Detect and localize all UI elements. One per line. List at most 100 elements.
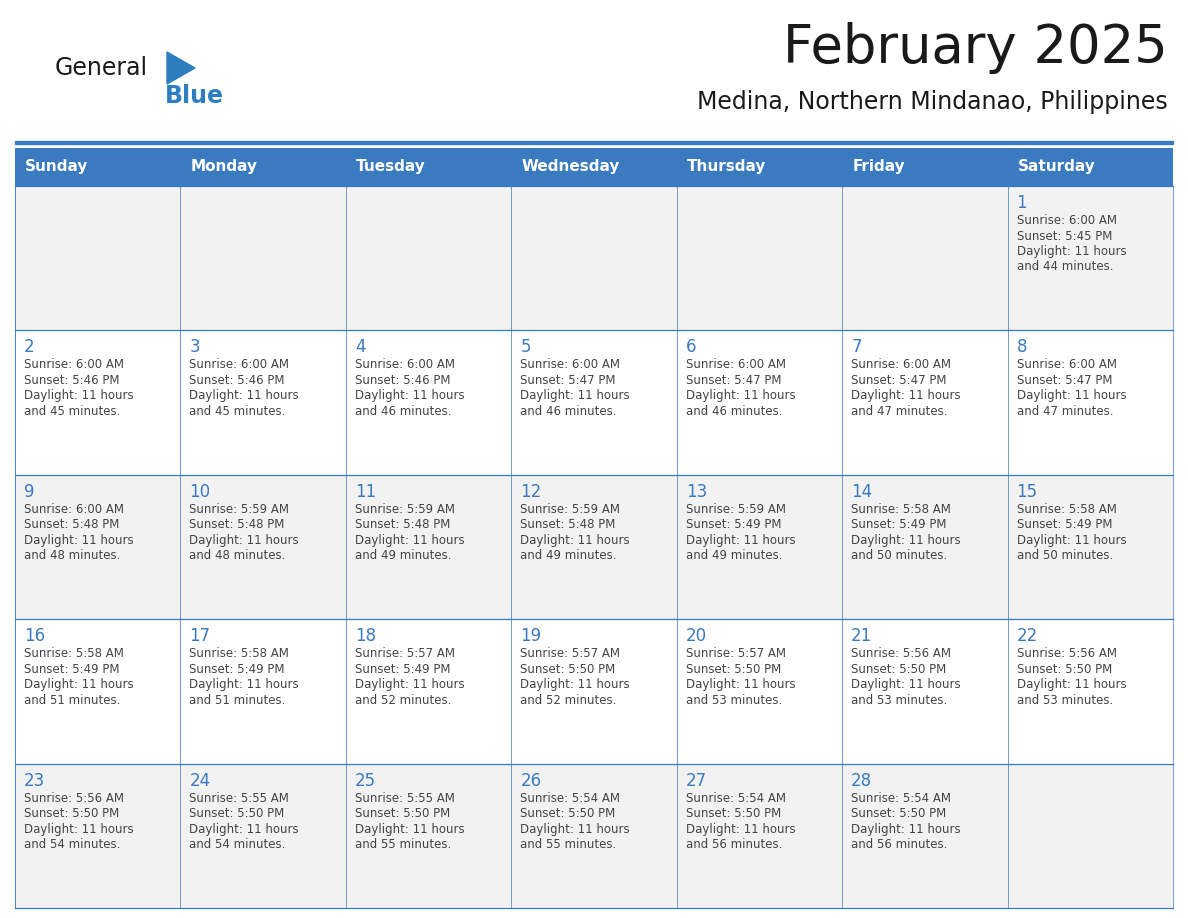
Text: 27: 27	[685, 772, 707, 789]
Text: 11: 11	[355, 483, 377, 501]
Text: Sunset: 5:49 PM: Sunset: 5:49 PM	[685, 519, 782, 532]
Bar	[1007, 186, 1173, 330]
Text: Sunrise: 6:00 AM: Sunrise: 6:00 AM	[520, 358, 620, 372]
Text: Sunset: 5:46 PM: Sunset: 5:46 PM	[355, 374, 450, 386]
Text: Daylight: 11 hours: Daylight: 11 hours	[355, 823, 465, 835]
Bar	[677, 148, 842, 186]
Text: Daylight: 11 hours: Daylight: 11 hours	[189, 678, 299, 691]
Text: 19: 19	[520, 627, 542, 645]
Text: Daylight: 11 hours: Daylight: 11 hours	[189, 823, 299, 835]
Text: Sunrise: 6:00 AM: Sunrise: 6:00 AM	[1017, 214, 1117, 227]
Text: 25: 25	[355, 772, 375, 789]
Bar	[15, 141, 1173, 144]
Text: Sunrise: 5:58 AM: Sunrise: 5:58 AM	[24, 647, 124, 660]
Text: and 53 minutes.: and 53 minutes.	[685, 694, 782, 707]
Text: Daylight: 11 hours: Daylight: 11 hours	[520, 389, 630, 402]
Text: Daylight: 11 hours: Daylight: 11 hours	[189, 533, 299, 547]
Bar	[15, 475, 181, 620]
Bar	[677, 620, 842, 764]
Text: 7: 7	[851, 339, 861, 356]
Bar	[181, 475, 346, 620]
Text: 4: 4	[355, 339, 366, 356]
Text: 21: 21	[851, 627, 872, 645]
Text: Daylight: 11 hours: Daylight: 11 hours	[520, 533, 630, 547]
Bar	[346, 475, 511, 620]
Text: Daylight: 11 hours: Daylight: 11 hours	[1017, 245, 1126, 258]
Text: Saturday: Saturday	[1018, 160, 1095, 174]
Text: Sunrise: 5:56 AM: Sunrise: 5:56 AM	[1017, 647, 1117, 660]
Text: 13: 13	[685, 483, 707, 501]
Bar	[842, 186, 1007, 330]
Text: Daylight: 11 hours: Daylight: 11 hours	[24, 678, 133, 691]
Text: Sunrise: 5:57 AM: Sunrise: 5:57 AM	[520, 647, 620, 660]
Bar	[181, 148, 346, 186]
Text: Daylight: 11 hours: Daylight: 11 hours	[851, 389, 961, 402]
Text: 16: 16	[24, 627, 45, 645]
Bar	[1007, 330, 1173, 475]
Text: Daylight: 11 hours: Daylight: 11 hours	[355, 678, 465, 691]
Text: 18: 18	[355, 627, 375, 645]
Text: Sunset: 5:50 PM: Sunset: 5:50 PM	[189, 807, 285, 820]
Text: and 51 minutes.: and 51 minutes.	[24, 694, 120, 707]
Text: Monday: Monday	[190, 160, 258, 174]
Text: Sunset: 5:50 PM: Sunset: 5:50 PM	[1017, 663, 1112, 676]
Bar	[181, 330, 346, 475]
Text: and 46 minutes.: and 46 minutes.	[520, 405, 617, 418]
Bar	[842, 148, 1007, 186]
Text: Daylight: 11 hours: Daylight: 11 hours	[355, 533, 465, 547]
Bar	[677, 330, 842, 475]
Text: Sunrise: 5:55 AM: Sunrise: 5:55 AM	[355, 791, 455, 804]
Text: Sunset: 5:50 PM: Sunset: 5:50 PM	[851, 663, 947, 676]
Text: Sunset: 5:50 PM: Sunset: 5:50 PM	[685, 663, 781, 676]
Text: Sunrise: 5:59 AM: Sunrise: 5:59 AM	[355, 503, 455, 516]
Text: Sunrise: 5:57 AM: Sunrise: 5:57 AM	[685, 647, 785, 660]
Text: Sunrise: 6:00 AM: Sunrise: 6:00 AM	[355, 358, 455, 372]
Text: 28: 28	[851, 772, 872, 789]
Text: Sunset: 5:50 PM: Sunset: 5:50 PM	[520, 807, 615, 820]
Text: Sunset: 5:49 PM: Sunset: 5:49 PM	[24, 663, 120, 676]
Text: Sunrise: 6:00 AM: Sunrise: 6:00 AM	[24, 358, 124, 372]
Text: and 48 minutes.: and 48 minutes.	[24, 549, 120, 563]
Text: 3: 3	[189, 339, 200, 356]
Text: and 54 minutes.: and 54 minutes.	[24, 838, 120, 851]
Text: and 55 minutes.: and 55 minutes.	[355, 838, 451, 851]
Text: Daylight: 11 hours: Daylight: 11 hours	[685, 678, 795, 691]
Text: and 49 minutes.: and 49 minutes.	[685, 549, 782, 563]
Text: Daylight: 11 hours: Daylight: 11 hours	[1017, 533, 1126, 547]
Bar	[181, 764, 346, 908]
Bar	[842, 620, 1007, 764]
Text: Sunset: 5:50 PM: Sunset: 5:50 PM	[355, 807, 450, 820]
Text: 24: 24	[189, 772, 210, 789]
Text: Sunrise: 5:58 AM: Sunrise: 5:58 AM	[1017, 503, 1117, 516]
Text: Daylight: 11 hours: Daylight: 11 hours	[1017, 678, 1126, 691]
Text: Sunrise: 6:00 AM: Sunrise: 6:00 AM	[851, 358, 952, 372]
Text: and 46 minutes.: and 46 minutes.	[355, 405, 451, 418]
Text: Sunrise: 5:59 AM: Sunrise: 5:59 AM	[520, 503, 620, 516]
Polygon shape	[168, 52, 195, 84]
Text: Sunset: 5:49 PM: Sunset: 5:49 PM	[1017, 519, 1112, 532]
Bar	[677, 475, 842, 620]
Text: 20: 20	[685, 627, 707, 645]
Text: and 47 minutes.: and 47 minutes.	[1017, 405, 1113, 418]
Text: Daylight: 11 hours: Daylight: 11 hours	[520, 823, 630, 835]
Text: Sunday: Sunday	[25, 160, 88, 174]
Text: Sunrise: 5:59 AM: Sunrise: 5:59 AM	[685, 503, 785, 516]
Text: and 53 minutes.: and 53 minutes.	[1017, 694, 1113, 707]
Text: Sunrise: 6:00 AM: Sunrise: 6:00 AM	[24, 503, 124, 516]
Text: Sunrise: 5:55 AM: Sunrise: 5:55 AM	[189, 791, 290, 804]
Bar	[511, 186, 677, 330]
Text: General: General	[55, 56, 148, 80]
Text: and 46 minutes.: and 46 minutes.	[685, 405, 782, 418]
Text: and 49 minutes.: and 49 minutes.	[520, 549, 617, 563]
Bar	[1007, 764, 1173, 908]
Bar	[346, 186, 511, 330]
Bar	[842, 330, 1007, 475]
Text: Sunset: 5:45 PM: Sunset: 5:45 PM	[1017, 230, 1112, 242]
Text: Sunset: 5:48 PM: Sunset: 5:48 PM	[520, 519, 615, 532]
Bar	[15, 620, 181, 764]
Text: Daylight: 11 hours: Daylight: 11 hours	[520, 678, 630, 691]
Text: 6: 6	[685, 339, 696, 356]
Text: Sunset: 5:47 PM: Sunset: 5:47 PM	[851, 374, 947, 386]
Bar	[346, 764, 511, 908]
Bar	[346, 620, 511, 764]
